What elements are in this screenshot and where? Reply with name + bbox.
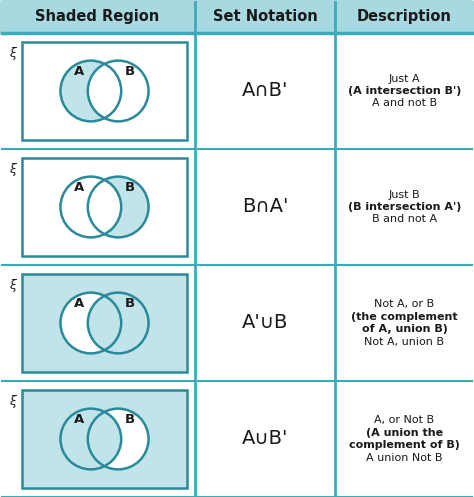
Circle shape [88, 293, 148, 353]
Text: A∩B': A∩B' [242, 82, 288, 100]
Text: A: A [74, 65, 84, 78]
Text: $\xi$: $\xi$ [9, 393, 18, 410]
Text: (A intersection B'): (A intersection B') [348, 86, 461, 96]
Text: A: A [74, 181, 84, 194]
Text: (A union the: (A union the [366, 428, 443, 438]
Text: of A, union B): of A, union B) [362, 324, 447, 334]
Text: (B intersection A'): (B intersection A') [348, 202, 461, 212]
Text: A: A [74, 413, 84, 426]
Text: A: A [74, 297, 84, 310]
Text: complement of B): complement of B) [349, 440, 460, 450]
Bar [22, 42, 187, 140]
Bar [22, 274, 187, 372]
Text: Not A, or B: Not A, or B [374, 299, 435, 309]
Circle shape [61, 409, 121, 469]
Text: B: B [125, 181, 135, 194]
Text: B: B [125, 65, 135, 78]
Bar [22, 158, 187, 256]
Text: $\xi$: $\xi$ [9, 161, 18, 178]
Text: $\xi$: $\xi$ [9, 277, 18, 294]
Text: Shaded Region: Shaded Region [36, 9, 160, 24]
Text: B and not A: B and not A [372, 215, 437, 225]
Circle shape [61, 293, 121, 353]
Circle shape [88, 409, 148, 469]
Circle shape [88, 176, 148, 238]
Text: Just B: Just B [389, 189, 420, 199]
Circle shape [88, 61, 148, 121]
FancyBboxPatch shape [0, 0, 474, 35]
Circle shape [61, 61, 121, 121]
Circle shape [61, 176, 121, 238]
Text: B: B [125, 413, 135, 426]
Bar [22, 390, 187, 488]
Text: B∩A': B∩A' [242, 197, 288, 217]
Text: Not A, union B: Not A, union B [365, 337, 445, 347]
Text: A union Not B: A union Not B [366, 453, 443, 463]
Text: A and not B: A and not B [372, 98, 437, 108]
Text: (the complement: (the complement [351, 312, 458, 322]
Bar [22, 158, 187, 256]
Text: A∪B': A∪B' [242, 429, 288, 448]
Text: $\xi$: $\xi$ [9, 45, 18, 62]
Text: Description: Description [357, 9, 452, 24]
Bar [22, 274, 187, 372]
Text: Just A: Just A [389, 74, 420, 83]
Text: A'∪B: A'∪B [242, 314, 288, 332]
Bar [22, 42, 187, 140]
Bar [22, 390, 187, 488]
Text: A, or Not B: A, or Not B [374, 415, 435, 425]
Text: B: B [125, 297, 135, 310]
Text: Set Notation: Set Notation [213, 9, 318, 24]
